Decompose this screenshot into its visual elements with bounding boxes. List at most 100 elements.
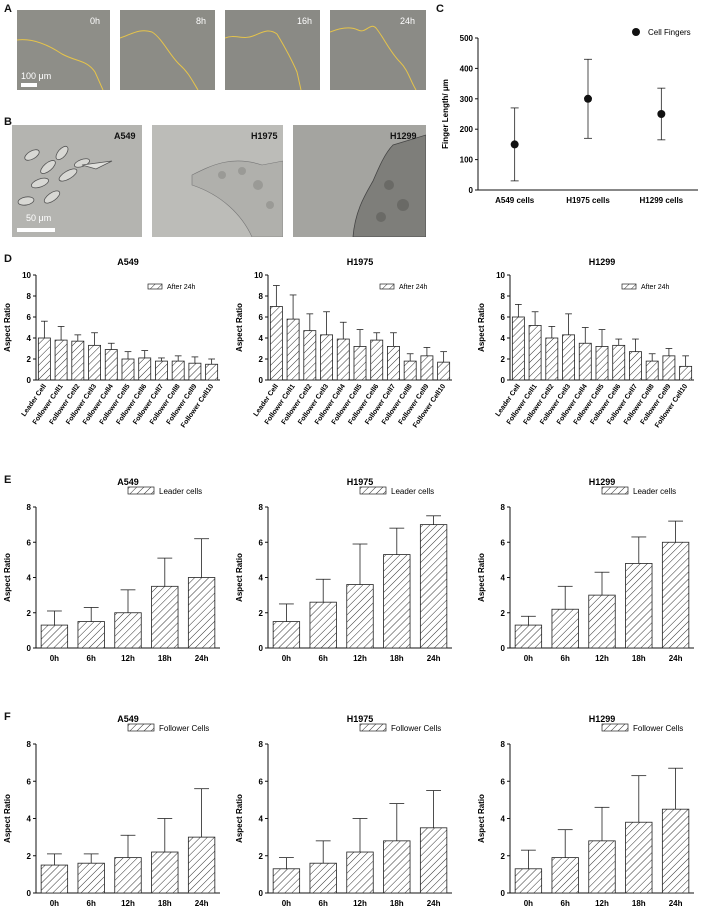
bar-d3-5: [595, 346, 609, 381]
y-tick-label: 100: [460, 156, 474, 165]
y-axis-label: Aspect Ratio: [3, 794, 12, 843]
bar-f2-3: [383, 840, 411, 894]
legend-label: Follower Cells: [159, 724, 209, 733]
chart-e-h1975: H1975 0 2 4 6 8 Aspect Ratio 0h 6h 12h 18h 24h Leade…: [232, 475, 464, 675]
y-tick-label: 8: [259, 503, 264, 512]
bar-f3-1: [551, 857, 579, 894]
legend-swatch: [127, 486, 155, 495]
bar-f2-1: [309, 862, 337, 894]
bar-d1-6: [138, 357, 152, 381]
chart-d-h1299: H1299 0 2 4 6 8 10 Aspect Ratio Leader Cell Follo…: [474, 255, 706, 467]
bar-d1-1: [54, 339, 68, 381]
y-tick-label: 2: [259, 609, 264, 618]
legend-swatch: [379, 283, 395, 290]
bar-f1-2: [114, 857, 142, 894]
legend-label: After 24h: [399, 284, 428, 291]
bar-d3-6: [612, 344, 626, 381]
y-tick-label: 2: [501, 852, 506, 861]
legend-label: After 24h: [641, 284, 670, 291]
micrograph-a-8h: [120, 10, 215, 90]
y-tick-label: 0: [259, 376, 264, 385]
legend-swatch: [601, 486, 629, 495]
legend-label: Leader cells: [159, 487, 202, 496]
x-tick-label: 0h: [282, 654, 291, 663]
bar-d1-5: [121, 358, 135, 381]
bar-d1-2: [71, 340, 85, 381]
bar-f3-4: [661, 808, 690, 894]
x-tick-label: 18h: [632, 899, 646, 908]
bar-d1-8: [171, 360, 185, 381]
bar-d1-7: [155, 360, 168, 381]
scale-bar-label-b: 50 μm: [26, 213, 52, 223]
y-tick-label: 0: [259, 889, 264, 898]
bar-d3-4: [578, 342, 592, 381]
y-tick-label: 0: [27, 644, 32, 653]
bar-e1-1: [77, 621, 105, 649]
cell-line-label-h1975: H1975: [251, 131, 278, 141]
legend-label: Leader cells: [633, 487, 676, 496]
chart-f-h1299: H1299 0 2 4 6 8 Aspect Ratio 0h 6h 12h 18h 24h Follo…: [474, 712, 706, 915]
legend-swatch: [147, 283, 163, 290]
x-tick-label: 0h: [524, 654, 533, 663]
y-axis-label: Aspect Ratio: [3, 303, 12, 352]
bar-f2-2: [346, 851, 374, 894]
x-tick-label: Follower Cell10: [654, 383, 689, 429]
bar-e2-4: [419, 524, 448, 649]
y-tick-label: 8: [259, 740, 264, 749]
x-tick-label: 0h: [50, 899, 59, 908]
y-tick-label: 0: [501, 889, 506, 898]
x-tick-label: 6h: [87, 899, 96, 908]
bar-e2-2: [346, 584, 374, 649]
chart-title: A549: [117, 257, 139, 267]
y-tick-label: 200: [460, 125, 474, 134]
chart-title: H1299: [589, 257, 616, 267]
bar-f1-3: [151, 851, 179, 894]
bar-d2-4: [336, 338, 350, 381]
y-tick-label: 8: [501, 740, 506, 749]
chart-title: A549: [117, 714, 139, 724]
x-tick-label: 24h: [195, 654, 209, 663]
x-tick-label: 12h: [595, 654, 609, 663]
micrograph-b-a549: [12, 125, 142, 237]
y-tick-label: 8: [27, 740, 32, 749]
y-axis-label: Aspect Ratio: [477, 553, 486, 602]
y-tick-label: 10: [254, 271, 263, 280]
bar-e3-1: [551, 608, 579, 649]
y-tick-label: 500: [460, 34, 474, 43]
micrograph-b-h1975: [152, 125, 283, 237]
micrograph-a-16h: [225, 10, 320, 90]
point-c-1: [584, 94, 592, 103]
y-tick-label: 400: [460, 64, 474, 73]
x-tick-label: 6h: [561, 654, 570, 663]
y-tick-label: 10: [22, 271, 31, 280]
bar-d3-2: [545, 337, 559, 381]
y-tick-label: 2: [27, 355, 32, 364]
x-tick-label: 6h: [561, 899, 570, 908]
chart-d-h1975: H1975 0 2 4 6 8 10 Aspect Ratio Leader Cell Follo…: [232, 255, 464, 467]
timepoint-label-8h: 8h: [196, 16, 207, 26]
y-tick-label: 6: [27, 538, 32, 547]
bar-d3-1: [528, 325, 542, 381]
x-tick-label: 12h: [121, 654, 135, 663]
y-tick-label: 4: [259, 334, 264, 343]
bar-e1-2: [114, 612, 142, 649]
y-tick-label: 4: [501, 574, 506, 583]
y-axis-label: Aspect Ratio: [477, 303, 486, 352]
x-tick-label: 18h: [632, 654, 646, 663]
y-tick-label: 6: [259, 777, 264, 786]
bar-d2-1: [286, 318, 300, 381]
legend-label: Follower Cells: [391, 724, 441, 733]
x-tick-label: 12h: [353, 899, 367, 908]
legend-label: After 24h: [167, 284, 196, 291]
chart-c-finger-length: 0 100 200 300 400 500 Finger Length/ μm A549 ce…: [436, 20, 706, 220]
chart-title: H1975: [347, 477, 374, 487]
x-tick-label: 24h: [669, 654, 683, 663]
legend-marker: [632, 28, 640, 36]
bar-f1-4: [187, 836, 216, 894]
legend-swatch: [127, 723, 155, 732]
y-tick-label: 4: [27, 334, 32, 343]
chart-e-h1299: H1299 0 2 4 6 8 Aspect Ratio 0h 6h 12h 18h 24h Leade…: [474, 475, 706, 675]
y-axis-label: Aspect Ratio: [235, 794, 244, 843]
panel-label-f: F: [4, 711, 11, 723]
y-tick-label: 2: [27, 852, 32, 861]
